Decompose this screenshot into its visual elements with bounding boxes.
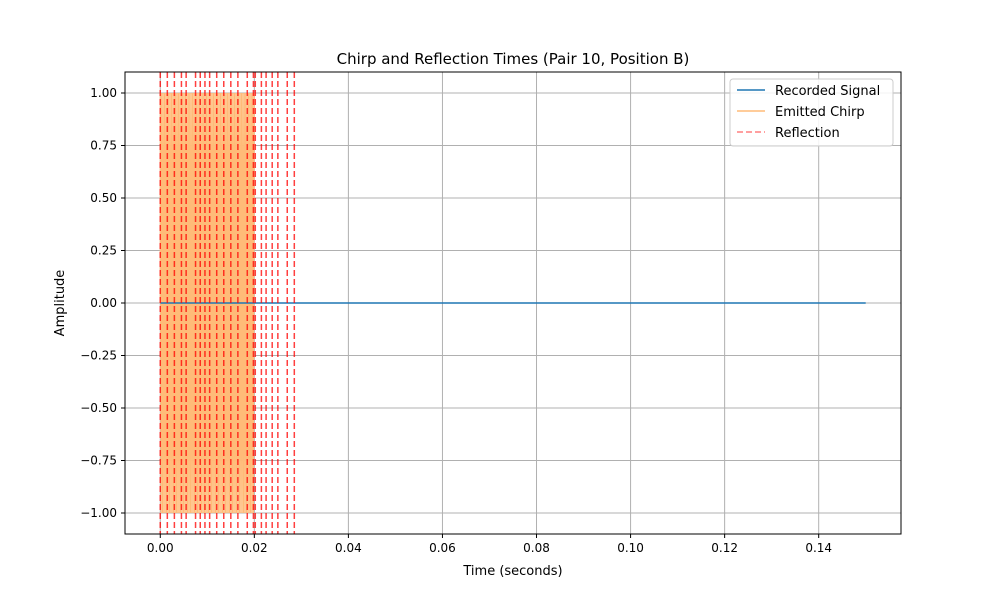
x-tick-label: 0.00 [147, 541, 174, 555]
axes: 0.00 0.02 0.04 0.06 0.08 0.10 0.12 0.14 −1.00 −0.… [80, 86, 832, 555]
y-tick-label: −1.00 [80, 506, 117, 520]
y-tick-label: 0.75 [90, 139, 117, 153]
y-tick-label: 0.25 [90, 244, 117, 258]
legend: Recorded Signal Emitted Chirp Reflection [729, 78, 894, 147]
x-axis-label: Time (seconds) [462, 564, 562, 579]
x-tick-label: 0.10 [617, 541, 644, 555]
x-tick-label: 0.14 [805, 541, 832, 555]
legend-label-reflection: Reflection [775, 126, 840, 141]
x-tick-label: 0.08 [523, 541, 550, 555]
chart-title: Chirp and Reflection Times (Pair 10, Pos… [337, 50, 690, 68]
y-tick-label: 0.50 [90, 191, 117, 205]
x-tick-label: 0.04 [335, 541, 362, 555]
x-tick-label: 0.06 [429, 541, 456, 555]
y-tick-label: 0.00 [90, 296, 117, 310]
legend-label-emitted-chirp: Emitted Chirp [775, 105, 865, 120]
x-tick-label: 0.02 [241, 541, 268, 555]
y-tick-label: −0.75 [80, 454, 117, 468]
x-tick-label: 0.12 [711, 541, 738, 555]
legend-label-recorded-signal: Recorded Signal [775, 84, 880, 99]
legend-box [729, 78, 894, 147]
y-tick-label: −0.50 [80, 401, 117, 415]
y-tick-label: 1.00 [90, 86, 117, 100]
plot-area [159, 72, 866, 534]
y-axis-label: Amplitude [53, 270, 68, 337]
y-tick-label: −0.25 [80, 349, 117, 363]
